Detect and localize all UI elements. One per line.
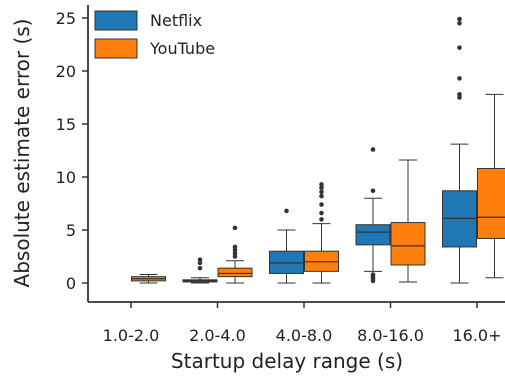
y-tick-label: 15 — [56, 115, 76, 134]
x-tick-label: 16.0+ — [452, 326, 501, 345]
outlier-point — [457, 76, 462, 81]
outlier-point — [319, 202, 324, 207]
legend-swatch-netflix — [94, 10, 138, 31]
box-netflix-1 — [182, 257, 218, 284]
outlier-point — [457, 45, 462, 50]
box-youtube-0 — [131, 274, 166, 284]
outlier-point — [232, 251, 238, 256]
box-body — [217, 267, 253, 278]
x-tick-label: 4.0-8.0 — [276, 326, 333, 345]
outlier-point — [370, 188, 376, 194]
x-axis-label: Startup delay range (s) — [171, 349, 403, 373]
y-tick-label: 20 — [56, 62, 76, 81]
outlier-point — [457, 95, 462, 100]
outlier-point — [197, 265, 203, 271]
axes: 0 5 10 15 20 25 1.0-2.0 2.0-4.0 4.0-8.0 8.0-16.0… — [10, 5, 505, 373]
box-netflix-2 — [269, 208, 304, 284]
outlier-point — [232, 254, 238, 259]
box-youtube-1 — [217, 225, 253, 284]
outlier-point — [319, 217, 324, 222]
x-ticks: 1.0-2.0 2.0-4.0 4.0-8.0 8.0-16.0 16.0+ — [103, 302, 502, 345]
box-youtube-4 — [477, 93, 505, 279]
y-tick-label: 10 — [56, 168, 76, 187]
outlier-point — [319, 189, 324, 195]
y-tick-label: 0 — [66, 274, 76, 293]
x-tick-label: 1.0-2.0 — [103, 326, 160, 345]
box-youtube-2 — [304, 182, 339, 284]
outlier-point — [284, 208, 289, 214]
legend-label-netflix: Netflix — [150, 11, 202, 30]
outlier-point — [319, 182, 324, 187]
outlier-point — [457, 21, 462, 26]
outlier-point — [319, 193, 324, 199]
box-youtube-3 — [390, 159, 426, 283]
legend-swatch-youtube — [94, 38, 138, 59]
legend: Netflix YouTube — [94, 10, 215, 59]
y-ticks: 0 5 10 15 20 25 — [56, 9, 88, 293]
outlier-point — [370, 272, 376, 277]
box-body — [390, 222, 426, 266]
x-tick-label: 8.0-16.0 — [357, 326, 424, 345]
plot-area — [131, 16, 505, 284]
outlier-point — [197, 260, 203, 266]
box-netflix-4 — [442, 16, 477, 284]
y-axis-label: Absolute estimate error (s) — [10, 19, 34, 288]
y-tick-label: 25 — [56, 9, 76, 28]
outlier-point — [319, 210, 324, 216]
outlier-point — [457, 92, 462, 97]
box-body — [355, 224, 391, 246]
outlier-point — [197, 257, 203, 262]
x-tick-label: 2.0-4.0 — [189, 326, 246, 345]
outlier-point — [370, 147, 376, 152]
outlier-point — [232, 247, 238, 253]
outlier-point — [457, 16, 462, 22]
box-netflix-3 — [355, 147, 391, 284]
outlier-point — [319, 185, 324, 190]
outlier-point — [232, 244, 238, 250]
box-body — [477, 168, 505, 239]
legend-label-youtube: YouTube — [149, 39, 215, 58]
y-tick-label: 5 — [66, 221, 76, 240]
outlier-point — [232, 225, 238, 231]
